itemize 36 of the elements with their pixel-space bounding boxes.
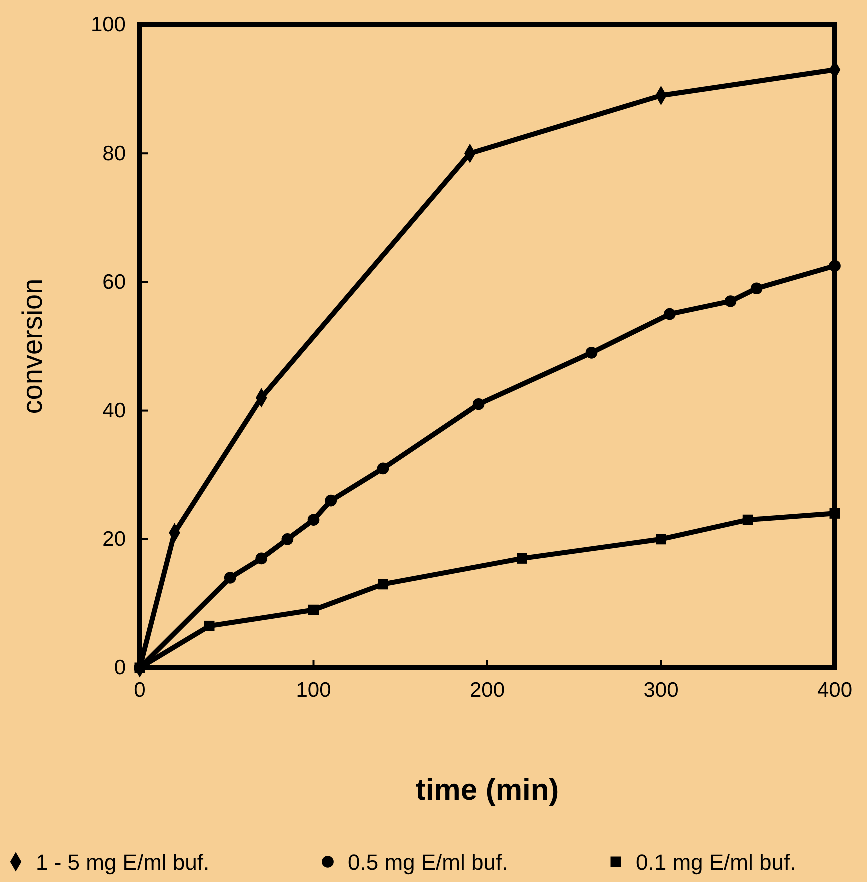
y-tick-label: 100 xyxy=(90,14,126,37)
point xyxy=(656,534,666,545)
point xyxy=(472,398,485,410)
legend-label: 0.1 mg E/ml buf. xyxy=(636,850,796,875)
point xyxy=(724,296,737,308)
legend-label: 1 - 5 mg E/ml buf. xyxy=(36,850,210,875)
point xyxy=(308,604,319,616)
point xyxy=(377,462,390,475)
y-tick-label: 60 xyxy=(102,270,126,294)
point xyxy=(204,620,215,632)
point xyxy=(282,533,294,546)
legend-label: 0.5 mg E/ml buf. xyxy=(348,850,508,875)
x-tick-label: 0 xyxy=(134,678,146,702)
point xyxy=(829,260,841,272)
point xyxy=(586,347,598,359)
y-axis-title: conversion xyxy=(17,278,48,414)
point xyxy=(308,514,320,526)
x-tick-label: 200 xyxy=(470,678,506,702)
x-tick-label: 400 xyxy=(817,678,853,702)
y-tick-label: 0 xyxy=(114,656,126,680)
x-tick-label: 100 xyxy=(296,678,332,702)
point xyxy=(664,308,676,320)
point xyxy=(742,514,754,526)
point xyxy=(134,662,146,674)
y-tick-label: 40 xyxy=(102,400,126,423)
y-tick-label: 80 xyxy=(102,142,126,166)
x-tick-label: 300 xyxy=(644,678,679,702)
y-tick-label: 20 xyxy=(102,528,126,552)
point xyxy=(378,579,388,590)
point xyxy=(750,282,763,295)
point xyxy=(325,494,338,507)
point xyxy=(830,508,840,519)
x-axis-title: time (min) xyxy=(416,774,560,807)
point xyxy=(256,552,268,565)
point xyxy=(224,572,236,584)
point xyxy=(517,553,528,564)
